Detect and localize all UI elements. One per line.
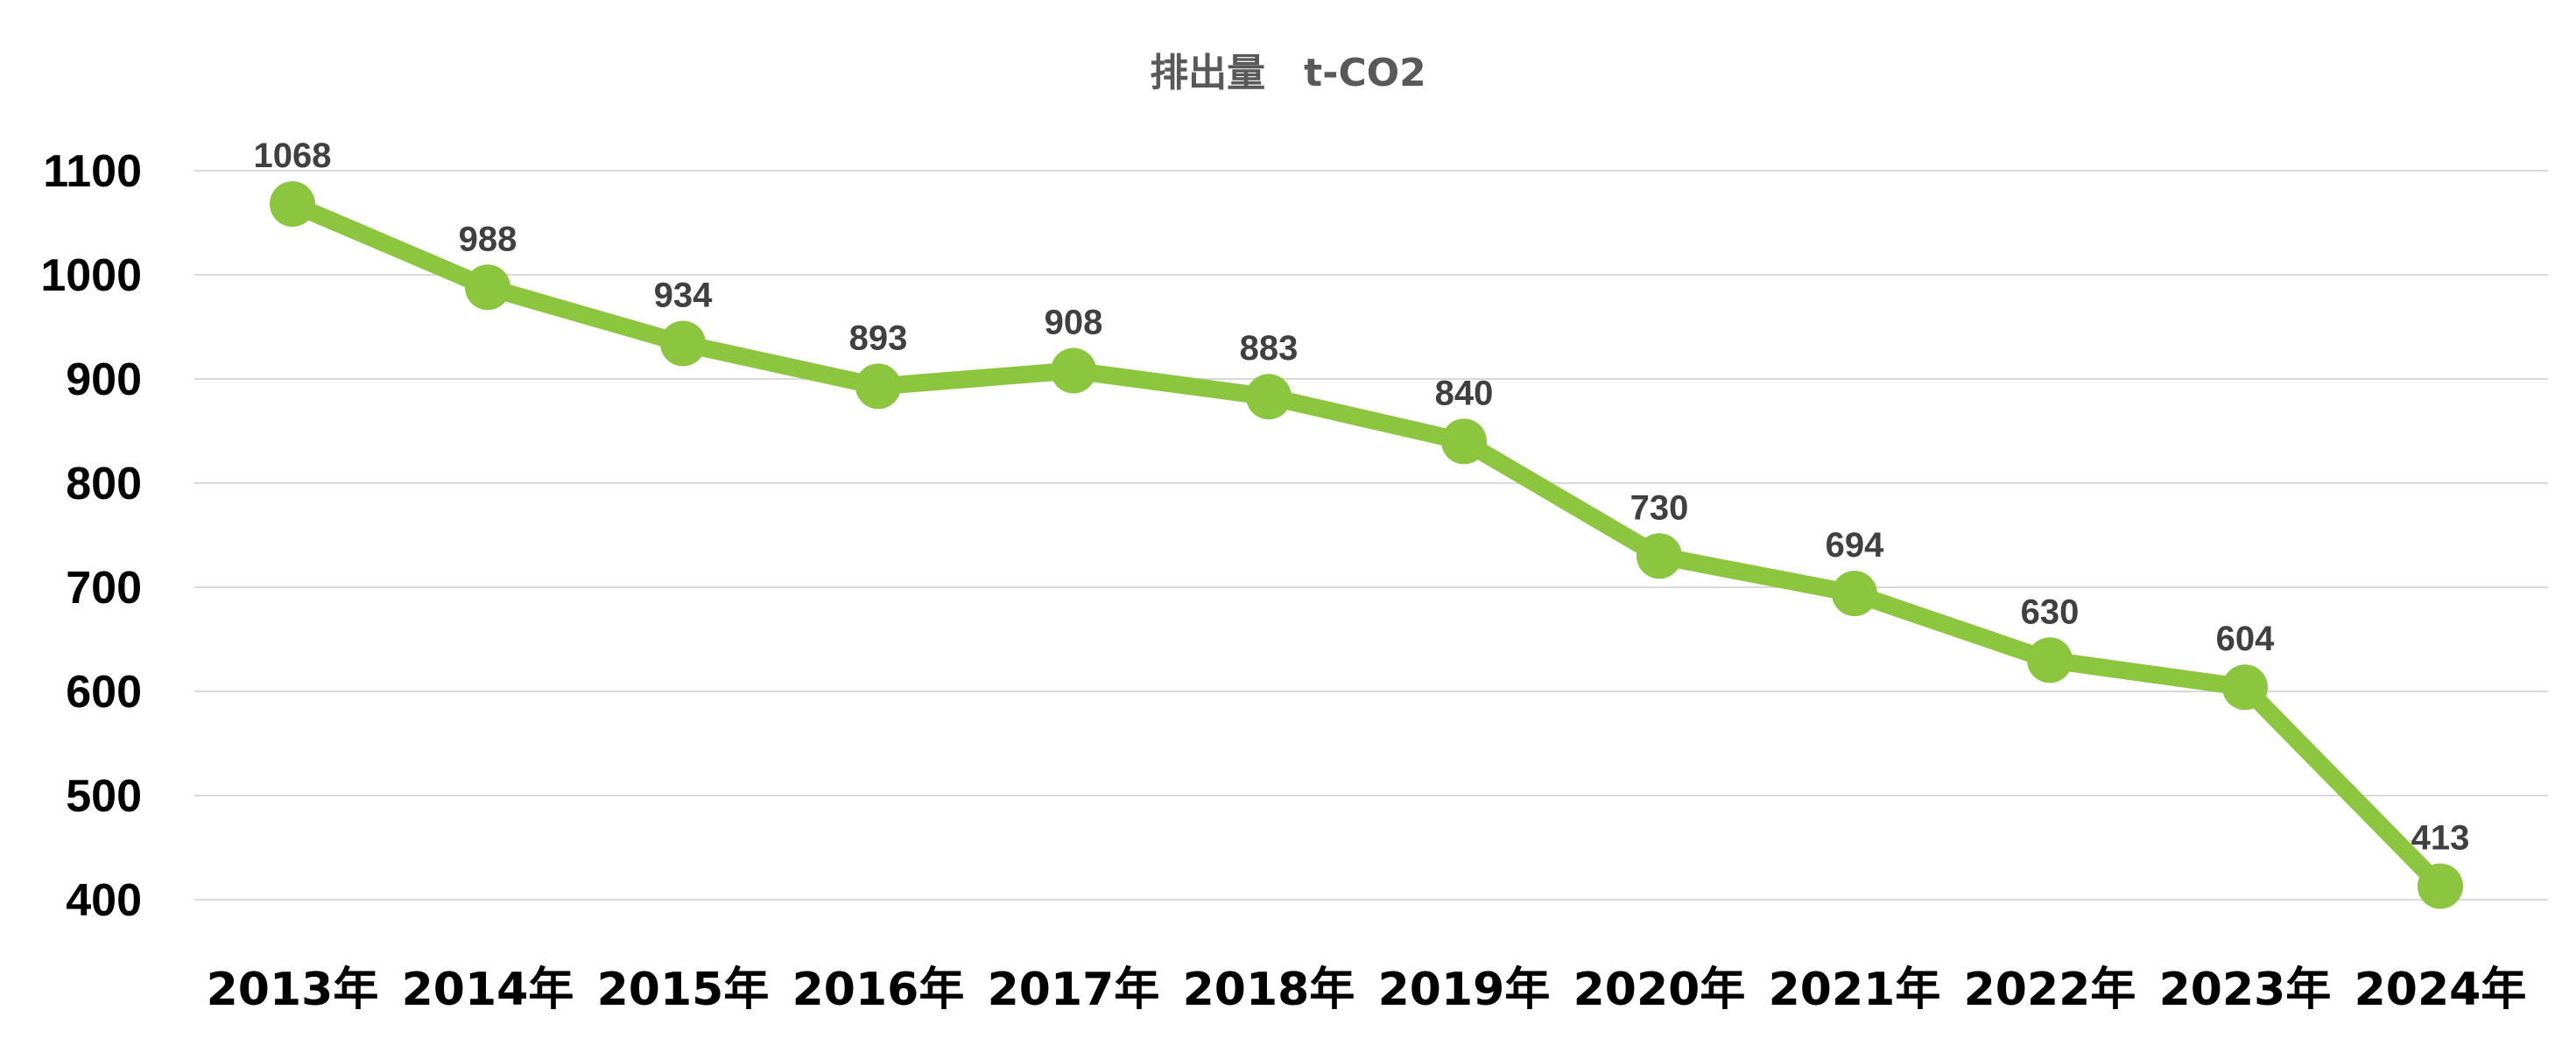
data-label: 908	[1045, 303, 1103, 341]
x-tick-label: 2016年	[792, 964, 965, 1016]
data-point	[660, 320, 706, 367]
y-axis-ticks: 1100 1000 900 800 700 600 500 400	[40, 146, 142, 926]
y-tick-label: 1000	[40, 250, 142, 301]
data-point	[1636, 533, 1682, 579]
data-label: 893	[849, 319, 908, 357]
data-point	[1246, 374, 1292, 420]
data-label: 988	[459, 220, 517, 258]
data-label: 694	[1826, 526, 1884, 565]
data-label: 413	[2411, 819, 2470, 858]
data-point	[2027, 637, 2073, 684]
x-tick-label: 2015年	[597, 964, 770, 1016]
data-point	[465, 264, 510, 311]
x-tick-label: 2021年	[1769, 964, 1941, 1016]
x-tick-label: 2019年	[1378, 964, 1551, 1016]
x-tick-label: 2013年	[207, 964, 379, 1016]
y-tick-label: 400	[66, 875, 142, 926]
data-label: 934	[654, 277, 713, 315]
data-point	[2222, 664, 2268, 711]
series-line	[284, 195, 2449, 895]
data-point	[1051, 347, 1096, 394]
x-tick-label: 2024年	[2354, 964, 2527, 1016]
y-tick-label: 700	[66, 563, 142, 614]
data-points	[270, 181, 2463, 909]
data-label: 883	[1240, 329, 1299, 368]
data-labels: 1068 988 934 893 908 883 840 730 694 630 604 413	[254, 137, 2470, 857]
data-label: 604	[2216, 620, 2275, 658]
data-label: 730	[1630, 488, 1689, 527]
x-tick-label: 2022年	[1964, 964, 2136, 1016]
x-tick-label: 2014年	[402, 964, 574, 1016]
y-tick-label: 900	[66, 354, 142, 405]
data-point	[1832, 571, 1877, 617]
data-label: 630	[2021, 593, 2080, 631]
series-line-layer	[284, 195, 2449, 895]
chart-title: 排出量 t-CO2	[1150, 51, 1426, 95]
x-tick-label: 2017年	[988, 964, 1160, 1016]
x-tick-label: 2023年	[2159, 964, 2332, 1016]
data-point	[855, 363, 901, 410]
data-point	[2418, 863, 2463, 909]
data-point	[1441, 418, 1487, 465]
data-label: 1068	[254, 137, 332, 175]
data-label: 840	[1435, 374, 1494, 412]
gridlines	[194, 170, 2548, 901]
x-axis-ticks: 2013年 2014年 2015年 2016年 2017年 2018年 2019年 2020年…	[207, 964, 2527, 1016]
x-tick-label: 2020年	[1573, 964, 1746, 1016]
y-tick-label: 800	[66, 459, 142, 509]
y-tick-label: 600	[66, 667, 142, 718]
data-point	[270, 181, 315, 228]
x-tick-label: 2018年	[1183, 964, 1355, 1016]
y-tick-label: 500	[66, 771, 142, 822]
y-tick-label: 1100	[43, 146, 142, 197]
